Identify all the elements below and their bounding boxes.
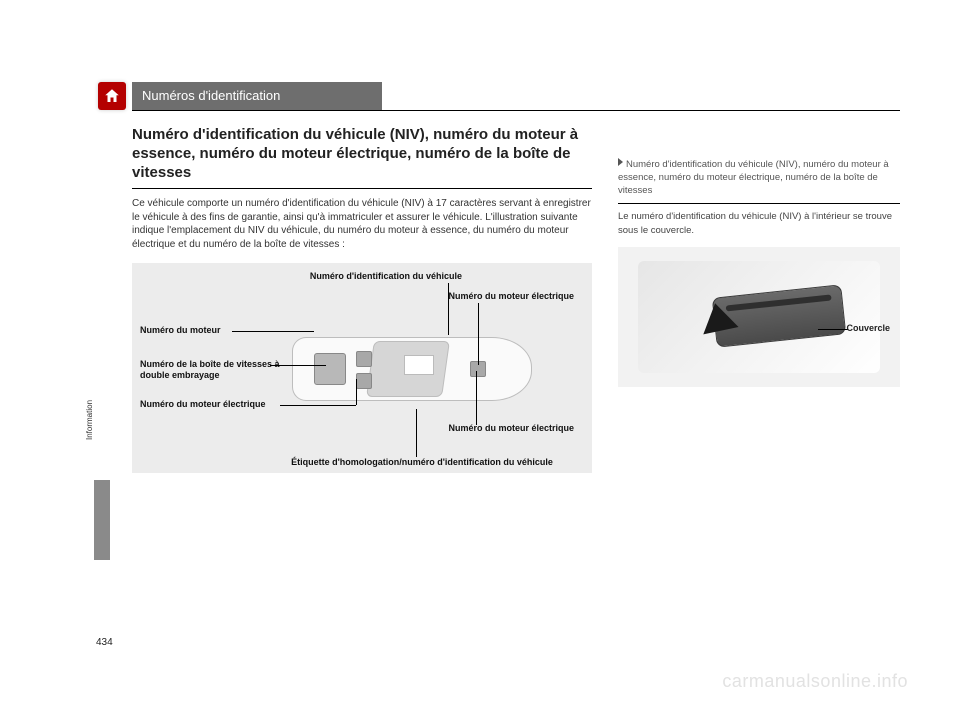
body-paragraph: Ce véhicule comporte un numéro d'identif… — [132, 197, 592, 251]
subtitle-rule — [132, 188, 592, 189]
car-shape — [292, 323, 532, 415]
arrow-right-icon — [618, 158, 623, 166]
callout-vin: Numéro d'identification du véhicule — [310, 271, 462, 281]
watermark: carmanualsonline.info — [722, 671, 908, 692]
aside-title: Numéro d'identification du véhicule (NIV… — [618, 158, 900, 204]
callout-elec-bottom: Numéro du moteur électrique — [448, 423, 574, 433]
main-column: Numéro d'identification du véhicule (NIV… — [132, 126, 592, 473]
header-rule — [132, 110, 900, 111]
section-subtitle: Numéro d'identification du véhicule (NIV… — [132, 126, 592, 182]
home-icon[interactable] — [98, 82, 126, 110]
callout-elec-left: Numéro du moteur électrique — [140, 399, 290, 409]
page: Numéros d'identification Numéro d'identi… — [0, 0, 960, 722]
callout-elec-top: Numéro du moteur électrique — [448, 291, 574, 301]
cover-label: Couvercle — [846, 323, 890, 333]
aside-figure: Couvercle — [618, 247, 900, 387]
page-number: 434 — [96, 637, 113, 648]
callout-gearbox: Numéro de la boîte de vitesses à double … — [140, 359, 280, 380]
aside-body: Le numéro d'identification du véhicule (… — [618, 210, 900, 237]
side-tab-label: Information — [85, 400, 94, 440]
side-tab — [94, 480, 110, 560]
aside-title-text: Numéro d'identification du véhicule (NIV… — [618, 159, 889, 196]
vehicle-diagram: Numéro d'identification du véhicule Numé… — [132, 263, 592, 473]
aside-column: Numéro d'identification du véhicule (NIV… — [618, 158, 900, 387]
section-header: Numéros d'identification — [132, 82, 382, 110]
callout-homologation: Étiquette d'homologation/numéro d'identi… — [252, 457, 592, 467]
